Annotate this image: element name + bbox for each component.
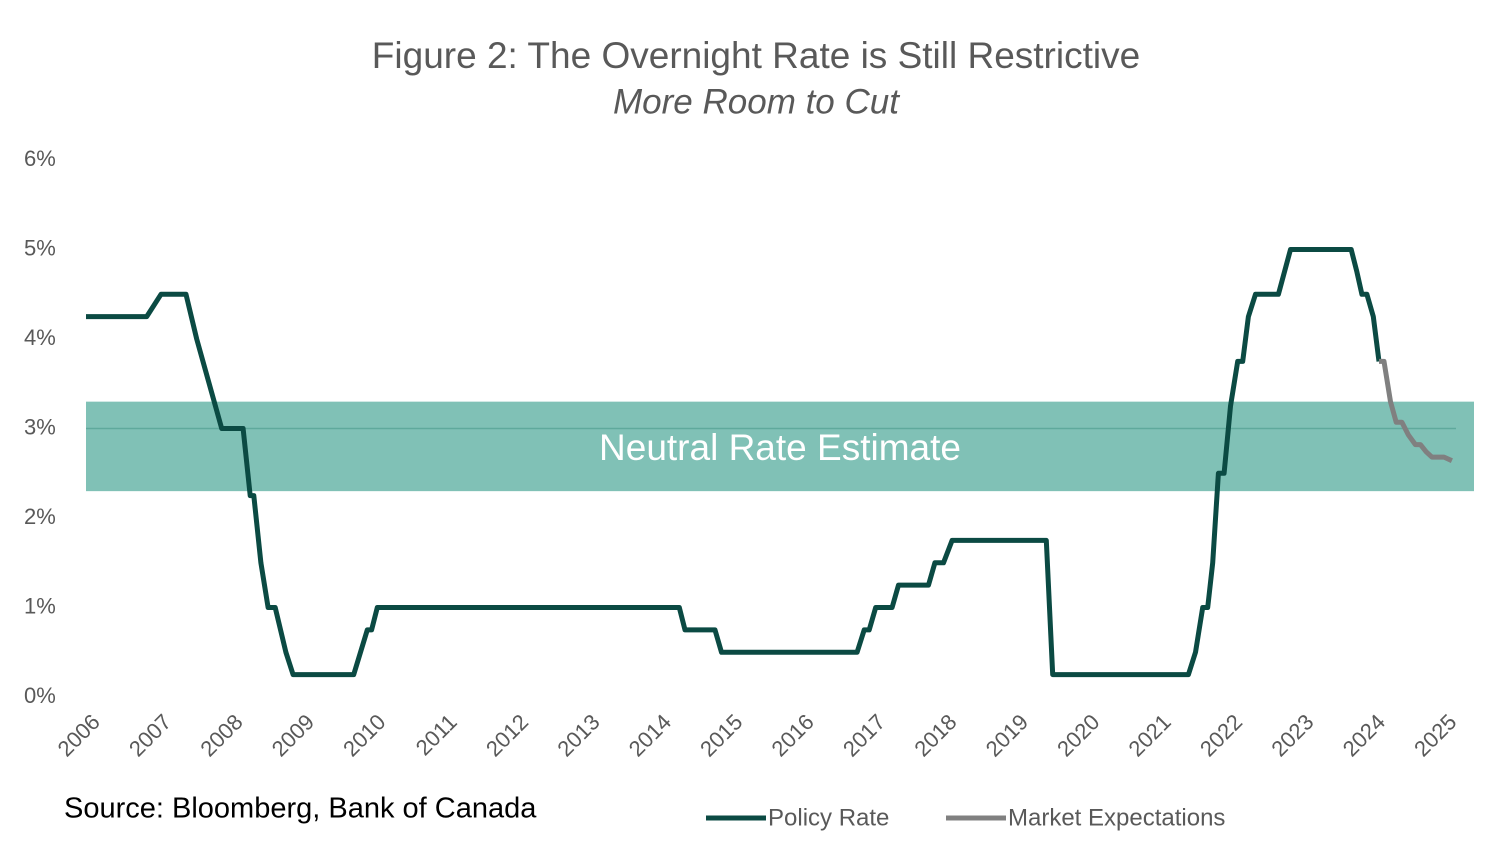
legend-label: Market Expectations xyxy=(1008,804,1225,831)
x-tick-label: 2020 xyxy=(1052,709,1104,761)
x-tick-label: 2009 xyxy=(267,709,319,761)
x-tick-label: 2010 xyxy=(338,709,390,761)
x-tick-label: 2022 xyxy=(1195,709,1247,761)
x-tick-label: 2016 xyxy=(767,709,819,761)
chart-title: Figure 2: The Overnight Rate is Still Re… xyxy=(372,35,1140,76)
series-line xyxy=(86,247,1382,678)
x-tick-label: 2018 xyxy=(909,709,961,761)
x-tick-label: 2021 xyxy=(1124,709,1176,761)
x-tick-label: 2011 xyxy=(411,709,462,760)
x-tick-label: 2024 xyxy=(1338,709,1390,761)
x-tick-label: 2012 xyxy=(481,709,533,761)
x-tick-label: 2019 xyxy=(981,709,1033,761)
y-tick-label: 2% xyxy=(24,504,56,529)
y-tick-label: 1% xyxy=(24,593,56,618)
x-tick-label: 2017 xyxy=(838,709,890,761)
y-tick-label: 6% xyxy=(24,146,56,171)
source-note: Source: Bloomberg, Bank of Canada xyxy=(64,793,537,825)
y-tick-label: 3% xyxy=(24,414,56,439)
y-tick-label: 5% xyxy=(24,235,56,260)
series-line xyxy=(1379,358,1453,463)
band-label: Neutral Rate Estimate xyxy=(599,427,961,468)
y-tick-label: 4% xyxy=(24,325,56,350)
x-tick-label: 2006 xyxy=(53,709,105,761)
y-tick-label: 0% xyxy=(24,683,56,708)
legend-label: Policy Rate xyxy=(768,804,889,831)
x-tick-label: 2014 xyxy=(624,709,676,761)
x-tick-label: 2007 xyxy=(124,709,176,761)
x-tick-label: 2023 xyxy=(1266,709,1318,761)
x-tick-label: 2008 xyxy=(195,709,247,761)
x-tick-label: 2013 xyxy=(552,709,604,761)
chart-subtitle: More Room to Cut xyxy=(613,82,900,121)
neutral-band xyxy=(86,401,1474,492)
x-tick-label: 2025 xyxy=(1409,709,1461,761)
x-tick-label: 2015 xyxy=(695,709,747,761)
